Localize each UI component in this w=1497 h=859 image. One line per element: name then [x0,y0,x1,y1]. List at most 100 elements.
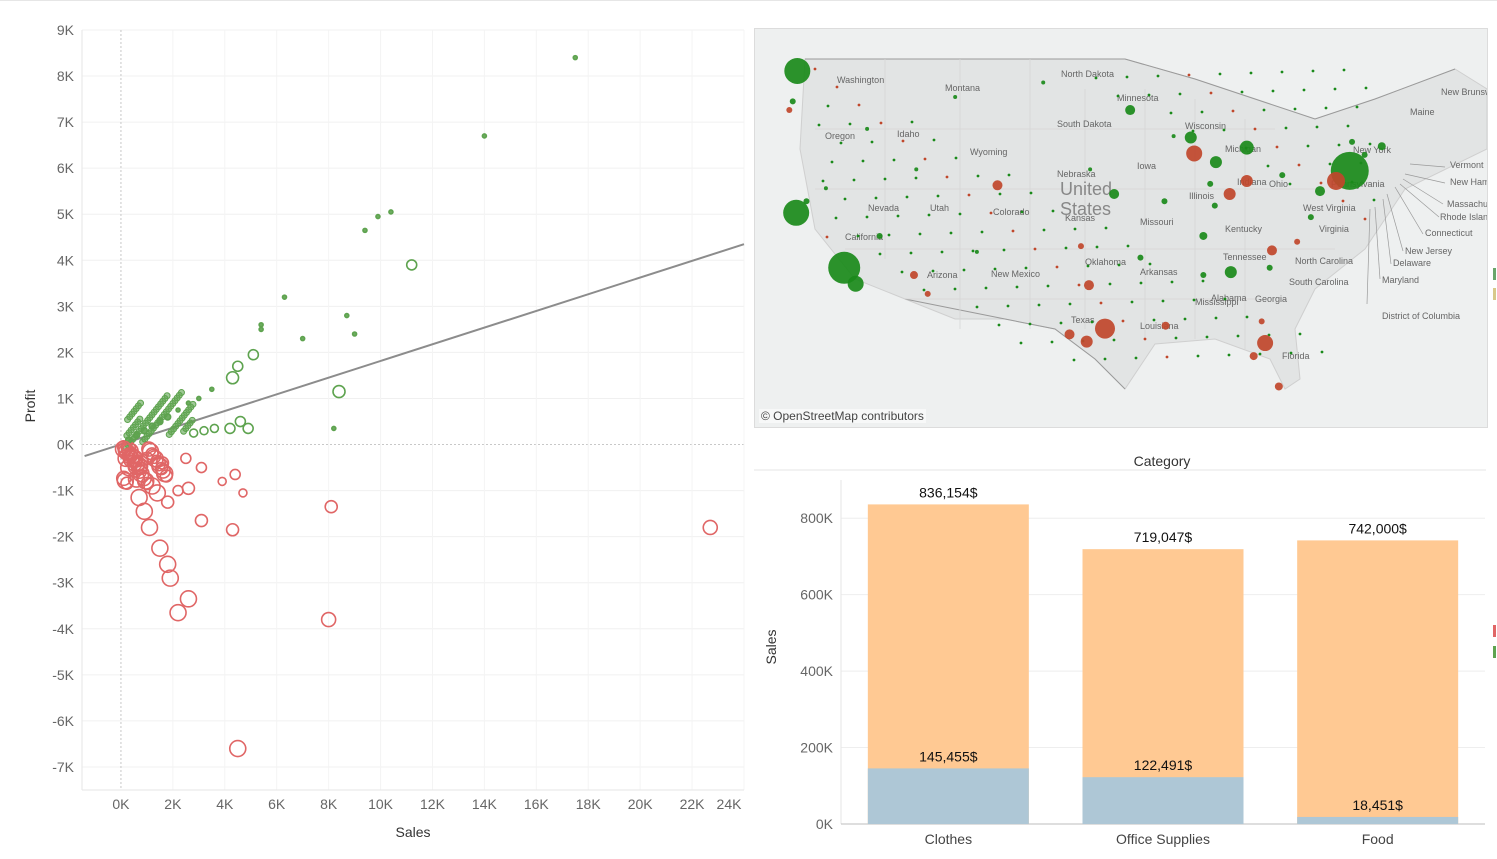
map-city-dot[interactable] [830,160,834,164]
map-city-dot[interactable] [1249,71,1253,75]
map-point[interactable] [924,290,931,297]
map-point[interactable] [1064,329,1075,340]
map-city-dot[interactable] [1293,107,1297,111]
map-city-dot[interactable] [1103,357,1107,361]
map-point[interactable] [992,180,1003,191]
scatter-point-profit[interactable] [332,384,346,399]
map-city-dot[interactable] [1099,301,1103,305]
map-city-dot[interactable] [839,141,843,145]
map-city-dot[interactable] [896,214,900,218]
map-city-dot[interactable] [1258,352,1262,356]
scatter-point-loss[interactable] [143,477,161,495]
map-city-dot[interactable] [1191,129,1195,133]
map-city-dot[interactable] [1072,358,1076,362]
map-city-dot[interactable] [1342,68,1346,72]
scatter-point-loss[interactable] [238,488,248,498]
us-map-panel[interactable]: Washington Oregon Idaho Montana Wyoming Nevad… [754,28,1488,428]
scatter-point-profit[interactable] [351,331,358,337]
map-point[interactable] [1077,243,1084,250]
scatter-point-profit[interactable] [163,392,171,400]
map-city-dot[interactable] [1055,265,1059,269]
map-point[interactable] [1274,382,1283,391]
trend-line[interactable] [84,243,745,458]
map-point[interactable] [783,199,810,226]
map-city-dot[interactable] [1253,127,1257,131]
scatter-point-loss[interactable] [194,513,209,528]
map-point[interactable] [1377,142,1386,151]
scatter-point-profit[interactable] [177,389,185,397]
map-city-dot[interactable] [1245,315,1249,319]
map-point[interactable] [1200,272,1207,279]
map-point[interactable] [876,232,883,239]
map-city-dot[interactable] [1201,279,1205,283]
map-city-dot[interactable] [1156,74,1160,78]
map-city-dot[interactable] [945,175,949,179]
map-city-dot[interactable] [958,212,962,216]
map-city-dot[interactable] [1125,75,1129,79]
map-city-dot[interactable] [1275,145,1279,149]
map-point[interactable] [1240,174,1253,187]
scatter-point-profit[interactable] [247,348,260,361]
scatter-point-profit[interactable] [234,415,247,428]
map-city-dot[interactable] [874,196,878,200]
map-point[interactable] [823,186,828,191]
scatter-point-profit[interactable] [163,413,172,421]
map-point[interactable] [1109,188,1120,199]
map-point[interactable] [789,98,796,105]
map-city-dot[interactable] [1218,72,1222,76]
map-city-dot[interactable] [1284,126,1288,130]
map-city-dot[interactable] [813,67,817,71]
scatter-point-profit[interactable] [196,395,202,402]
map-city-dot[interactable] [892,158,896,162]
map-city-dot[interactable] [1227,353,1231,357]
scatter-point-loss[interactable] [229,468,241,481]
scatter-point-profit[interactable] [188,428,199,438]
map-city-dot[interactable] [1112,338,1116,342]
map-city-dot[interactable] [940,250,944,254]
map-point[interactable] [1161,198,1168,205]
scatter-point-loss[interactable] [140,476,155,491]
map-city-dot[interactable] [1192,298,1196,302]
map-city-dot[interactable] [923,157,927,161]
map-city-dot[interactable] [1104,226,1108,230]
map-city-dot[interactable] [1152,318,1156,322]
scatter-point-loss[interactable] [228,739,247,758]
map-point[interactable] [1249,352,1258,361]
map-city-dot[interactable] [1267,333,1271,337]
scatter-point-profit[interactable] [231,360,244,373]
map-city-dot[interactable] [1205,335,1209,339]
scatter-point-profit[interactable] [156,417,164,426]
map-city-dot[interactable] [1196,354,1200,358]
map-city-dot[interactable] [1298,332,1302,336]
scatter-point-profit[interactable] [132,431,141,440]
scatter-point-profit[interactable] [362,227,368,234]
map-city-dot[interactable] [949,231,953,235]
map-city-dot[interactable] [861,159,865,163]
scatter-point-profit[interactable] [343,312,350,319]
map-point[interactable] [1186,145,1203,162]
scatter-point-loss[interactable] [160,495,175,509]
scatter-point-loss[interactable] [702,519,719,536]
category-sales-bar-chart[interactable]: Category 0K 200K 400K 600K 800K Sales 836,154$ 1… [754,440,1486,859]
map-city-dot[interactable] [1029,191,1033,195]
scatter-point-loss[interactable] [225,522,240,537]
scatter-point-profit[interactable] [148,422,156,430]
map-point[interactable] [1239,140,1254,155]
map-city-dot[interactable] [1355,105,1359,109]
map-point[interactable] [1211,202,1218,209]
map-city-dot[interactable] [1266,164,1270,168]
map-city-dot[interactable] [1121,319,1125,323]
map-point[interactable] [1307,214,1314,221]
map-city-dot[interactable] [914,176,918,180]
scatter-point-loss[interactable] [154,461,169,476]
scatter-point-loss[interactable] [320,611,337,628]
scatter-point-profit[interactable] [258,326,264,333]
scatter-point-profit[interactable] [375,213,381,220]
scatter-point-loss[interactable] [169,603,187,622]
bar-lower[interactable] [1082,777,1244,824]
map-city-dot[interactable] [932,138,936,142]
map-city-dot[interactable] [1051,209,1055,213]
map-city-dot[interactable] [953,287,957,291]
map-point[interactable] [1184,131,1197,144]
map-city-dot[interactable] [843,197,847,201]
